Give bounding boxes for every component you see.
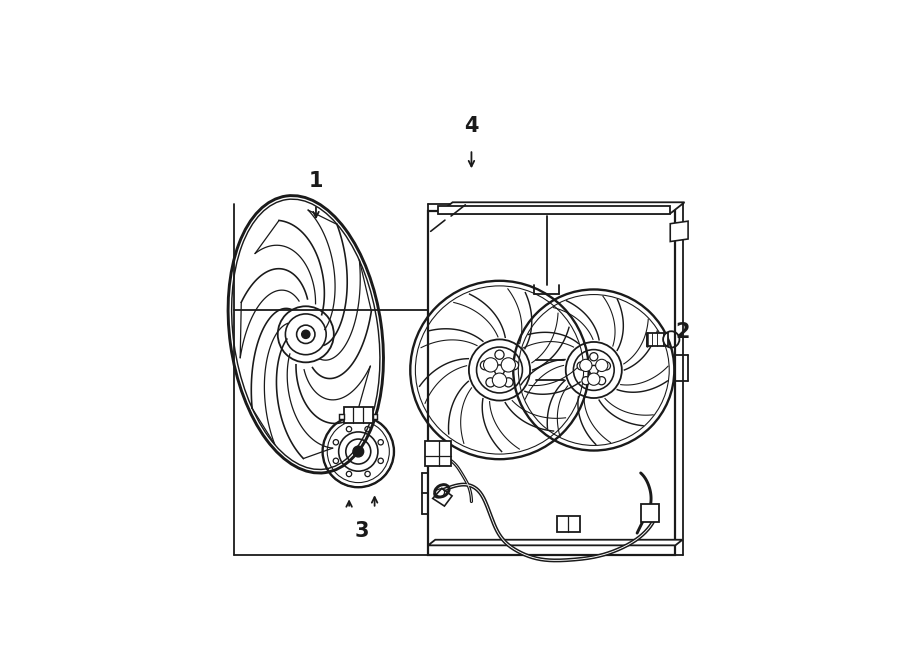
Polygon shape xyxy=(438,206,670,214)
Circle shape xyxy=(492,373,507,387)
Circle shape xyxy=(602,362,610,370)
Circle shape xyxy=(494,365,505,375)
Circle shape xyxy=(580,359,592,371)
Polygon shape xyxy=(374,414,377,419)
Text: 2: 2 xyxy=(676,322,690,342)
Circle shape xyxy=(501,357,516,372)
Polygon shape xyxy=(641,504,659,522)
Circle shape xyxy=(590,365,598,375)
Polygon shape xyxy=(428,540,682,545)
Polygon shape xyxy=(438,203,685,214)
Circle shape xyxy=(582,377,590,385)
Circle shape xyxy=(353,446,364,457)
Polygon shape xyxy=(339,414,344,419)
Polygon shape xyxy=(670,221,688,242)
Polygon shape xyxy=(557,516,580,532)
Circle shape xyxy=(495,350,504,359)
Circle shape xyxy=(590,353,598,361)
Circle shape xyxy=(577,362,585,370)
Polygon shape xyxy=(425,442,451,466)
Circle shape xyxy=(596,359,608,371)
Circle shape xyxy=(302,330,310,338)
Text: 1: 1 xyxy=(309,171,323,191)
Circle shape xyxy=(483,357,498,372)
Polygon shape xyxy=(433,489,452,506)
Circle shape xyxy=(504,378,513,387)
Circle shape xyxy=(509,361,518,370)
Text: 3: 3 xyxy=(355,520,369,541)
Polygon shape xyxy=(344,406,374,423)
Circle shape xyxy=(588,373,600,385)
Circle shape xyxy=(486,378,495,387)
Circle shape xyxy=(598,377,606,385)
Circle shape xyxy=(481,361,490,370)
Polygon shape xyxy=(647,333,668,346)
Text: 4: 4 xyxy=(464,117,479,136)
Polygon shape xyxy=(428,211,675,555)
